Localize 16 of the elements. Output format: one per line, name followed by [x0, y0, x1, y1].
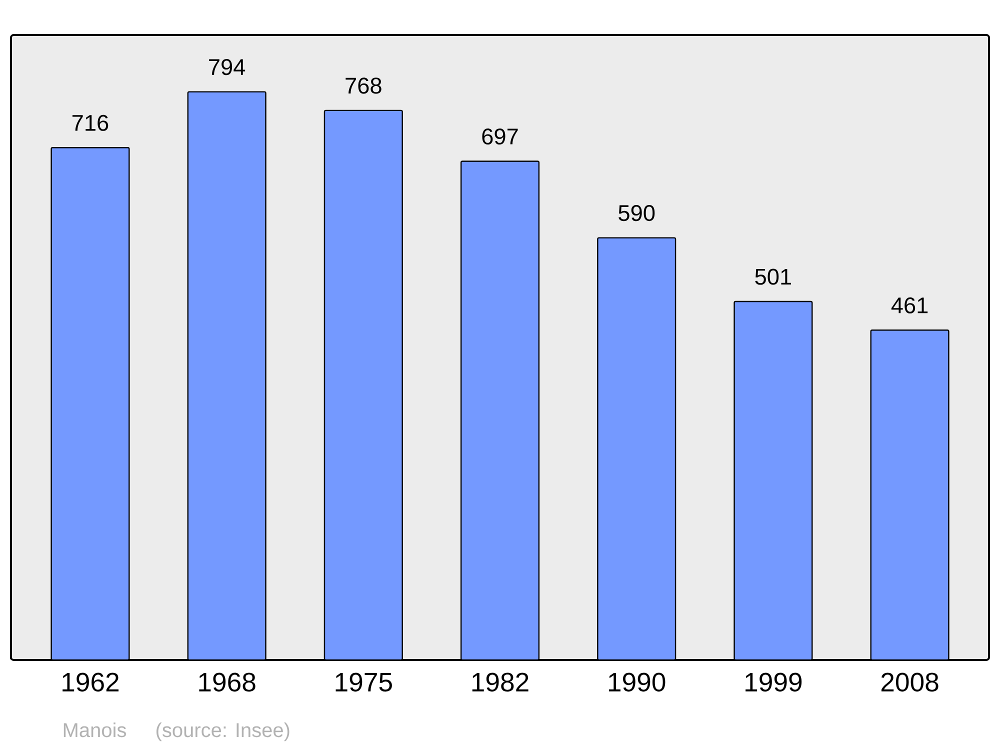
data-label: 794: [209, 59, 246, 76]
x-tick-label: 1999: [746, 672, 802, 692]
x-tick-label: 2008: [881, 672, 938, 692]
text: Manois: [64, 722, 126, 738]
text: (source: Insee): [156, 722, 290, 742]
data-label: 461: [891, 297, 928, 314]
data-label: 716: [72, 114, 108, 131]
x-tick-label: 1975: [336, 672, 392, 692]
data-label: 501: [755, 268, 791, 285]
x-tick-label: 1990: [608, 672, 666, 692]
data-label: 768: [346, 78, 382, 94]
x-tick-label: 1982: [472, 672, 528, 692]
x-tick-label: 1962: [62, 672, 119, 692]
data-label: 697: [482, 128, 518, 145]
x-tick-label: 1968: [199, 672, 256, 692]
data-label: 590: [618, 205, 655, 222]
